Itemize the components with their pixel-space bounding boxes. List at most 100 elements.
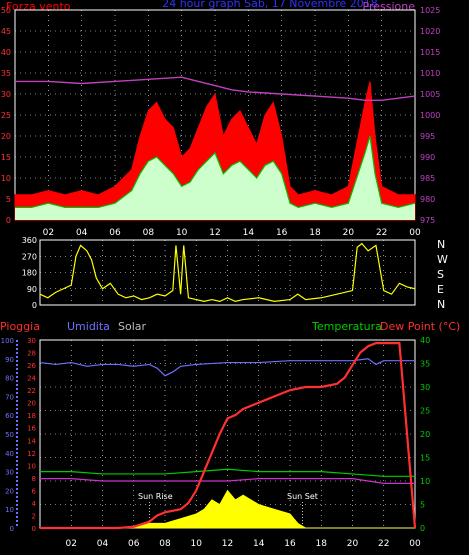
axis-layer: 0202040406060808101012121414161618182020… xyxy=(1,6,441,549)
solar-title: Solar xyxy=(118,320,147,333)
x-tick-label-top: 20 xyxy=(343,228,355,238)
wind-axis-tick: 45 xyxy=(1,27,11,36)
rain-axis-tick: 2 xyxy=(32,512,36,520)
humidity-axis-tick: 80 xyxy=(5,375,14,383)
rain-axis-tick: 4 xyxy=(32,500,37,508)
wind-speed-title: Forza vento xyxy=(6,0,71,13)
x-tick-label-top: 02 xyxy=(43,228,54,238)
direction-axis-tick: 360 xyxy=(22,236,37,245)
chart-date-title: 24 hour graph Sab, 17 Novembre 2018 xyxy=(162,0,378,10)
rain-axis-tick: 30 xyxy=(27,337,36,345)
pressure-axis-tick: 980 xyxy=(420,195,435,204)
rain-title: Pioggia xyxy=(0,320,40,333)
x-tick-label-bottom: 06 xyxy=(128,539,140,549)
humidity-axis-tick: 50 xyxy=(5,431,14,439)
pressure-axis-tick: 1020 xyxy=(420,27,440,36)
wind-axis-tick: 25 xyxy=(1,111,11,120)
humidity-axis-tick: 90 xyxy=(5,356,14,364)
series-layer xyxy=(14,76,417,530)
x-tick-label-bottom: 22 xyxy=(378,539,389,549)
pressure-title: Pressione xyxy=(363,0,416,13)
x-tick-label-bottom: 12 xyxy=(222,539,233,549)
pressure-axis-tick: 975 xyxy=(420,216,435,225)
x-tick-label-bottom: 20 xyxy=(347,539,359,549)
x-tick-label-top: 14 xyxy=(243,228,255,238)
wind-direction-series xyxy=(39,242,416,303)
dir-label-n-top: N xyxy=(437,238,445,251)
wind-axis-tick: 0 xyxy=(6,216,11,225)
wind-axis-tick: 30 xyxy=(1,90,11,99)
wind-gust-series xyxy=(14,81,416,221)
sun-set-label: Sun Set xyxy=(287,492,318,501)
x-tick-label-bottom: 10 xyxy=(191,539,203,549)
wind-axis-tick: 15 xyxy=(1,153,11,162)
rain-axis-tick: 8 xyxy=(32,475,36,483)
rain-axis-tick: 12 xyxy=(27,450,36,458)
pressure-axis-tick: 995 xyxy=(420,132,435,141)
temperature-axis-tick: 40 xyxy=(420,336,430,345)
pressure-axis-tick: 1000 xyxy=(420,111,440,120)
dir-label-w: W xyxy=(437,253,448,266)
x-tick-label-bottom: 18 xyxy=(316,539,328,549)
temperature-axis-tick: 25 xyxy=(420,407,430,416)
dewpoint-series xyxy=(40,478,415,484)
wind-avg-series xyxy=(15,135,416,209)
pressure-axis-tick: 1015 xyxy=(420,48,440,57)
humidity-axis-tick: 70 xyxy=(5,393,14,401)
direction-axis-tick: 90 xyxy=(27,285,37,294)
wind-axis-tick: 10 xyxy=(1,174,11,183)
humidity-axis-tick: 30 xyxy=(5,469,14,477)
temperature-axis-tick: 30 xyxy=(420,383,430,392)
x-tick-label-top: 08 xyxy=(143,228,155,238)
rain-series xyxy=(40,342,417,530)
direction-axis-tick: 270 xyxy=(22,252,37,261)
solar-series xyxy=(40,489,415,529)
direction-axis-tick: 0 xyxy=(32,301,37,310)
rain-axis-tick: 10 xyxy=(27,462,36,470)
wind-axis-tick: 20 xyxy=(1,132,11,141)
pressure-axis-tick: 1025 xyxy=(420,6,440,15)
x-tick-label-top: 18 xyxy=(309,228,321,238)
humidity-axis-tick: 0 xyxy=(10,525,14,533)
humidity-axis-tick: 20 xyxy=(5,487,14,495)
humidity-title: Umidita xyxy=(67,320,110,333)
temperature-axis-tick: 20 xyxy=(420,430,430,439)
wind-avg-fill xyxy=(15,136,415,220)
rain-axis-tick: 14 xyxy=(27,437,36,445)
rain-axis-tick: 28 xyxy=(27,350,36,358)
humidity-axis-tick: 40 xyxy=(5,450,14,458)
wind-axis-tick: 5 xyxy=(6,195,11,204)
pressure-axis-tick: 1010 xyxy=(420,69,440,78)
x-tick-label-top: 00 xyxy=(409,228,421,238)
x-tick-label-top: 16 xyxy=(276,228,288,238)
x-tick-label-top: 04 xyxy=(76,228,88,238)
rain-axis-tick: 22 xyxy=(27,387,36,395)
temperature-axis-tick: 0 xyxy=(420,524,425,533)
x-tick-label-top: 10 xyxy=(176,228,188,238)
temperature-title: Temperatura xyxy=(311,320,382,333)
wind-axis-tick: 35 xyxy=(1,69,11,78)
x-tick-label-top: 12 xyxy=(209,228,220,238)
dir-label-n-bottom: N xyxy=(437,298,445,311)
humidity-axis-tick: 100 xyxy=(1,337,14,345)
wind-axis-tick: 40 xyxy=(1,48,11,57)
temperature-axis-tick: 15 xyxy=(420,454,430,463)
rain-axis-tick: 24 xyxy=(27,375,36,383)
pressure-axis-tick: 990 xyxy=(420,153,435,162)
pressure-axis-tick: 1005 xyxy=(420,90,440,99)
temperature-series xyxy=(40,468,415,477)
pressure-axis-tick: 985 xyxy=(420,174,435,183)
dir-label-e: E xyxy=(437,283,444,296)
x-tick-label-bottom: 00 xyxy=(409,539,421,549)
sun-rise-label: Sun Rise xyxy=(138,492,173,501)
temperature-axis-tick: 5 xyxy=(420,501,425,510)
wind-axis-tick: 50 xyxy=(1,6,11,15)
x-tick-label-top: 06 xyxy=(109,228,121,238)
direction-axis-tick: 180 xyxy=(22,269,37,278)
dir-label-s: S xyxy=(437,268,444,281)
temperature-axis-tick: 10 xyxy=(420,477,430,486)
humidity-series xyxy=(39,358,415,377)
pressure-series xyxy=(15,76,416,101)
x-tick-label-top: 22 xyxy=(376,228,387,238)
